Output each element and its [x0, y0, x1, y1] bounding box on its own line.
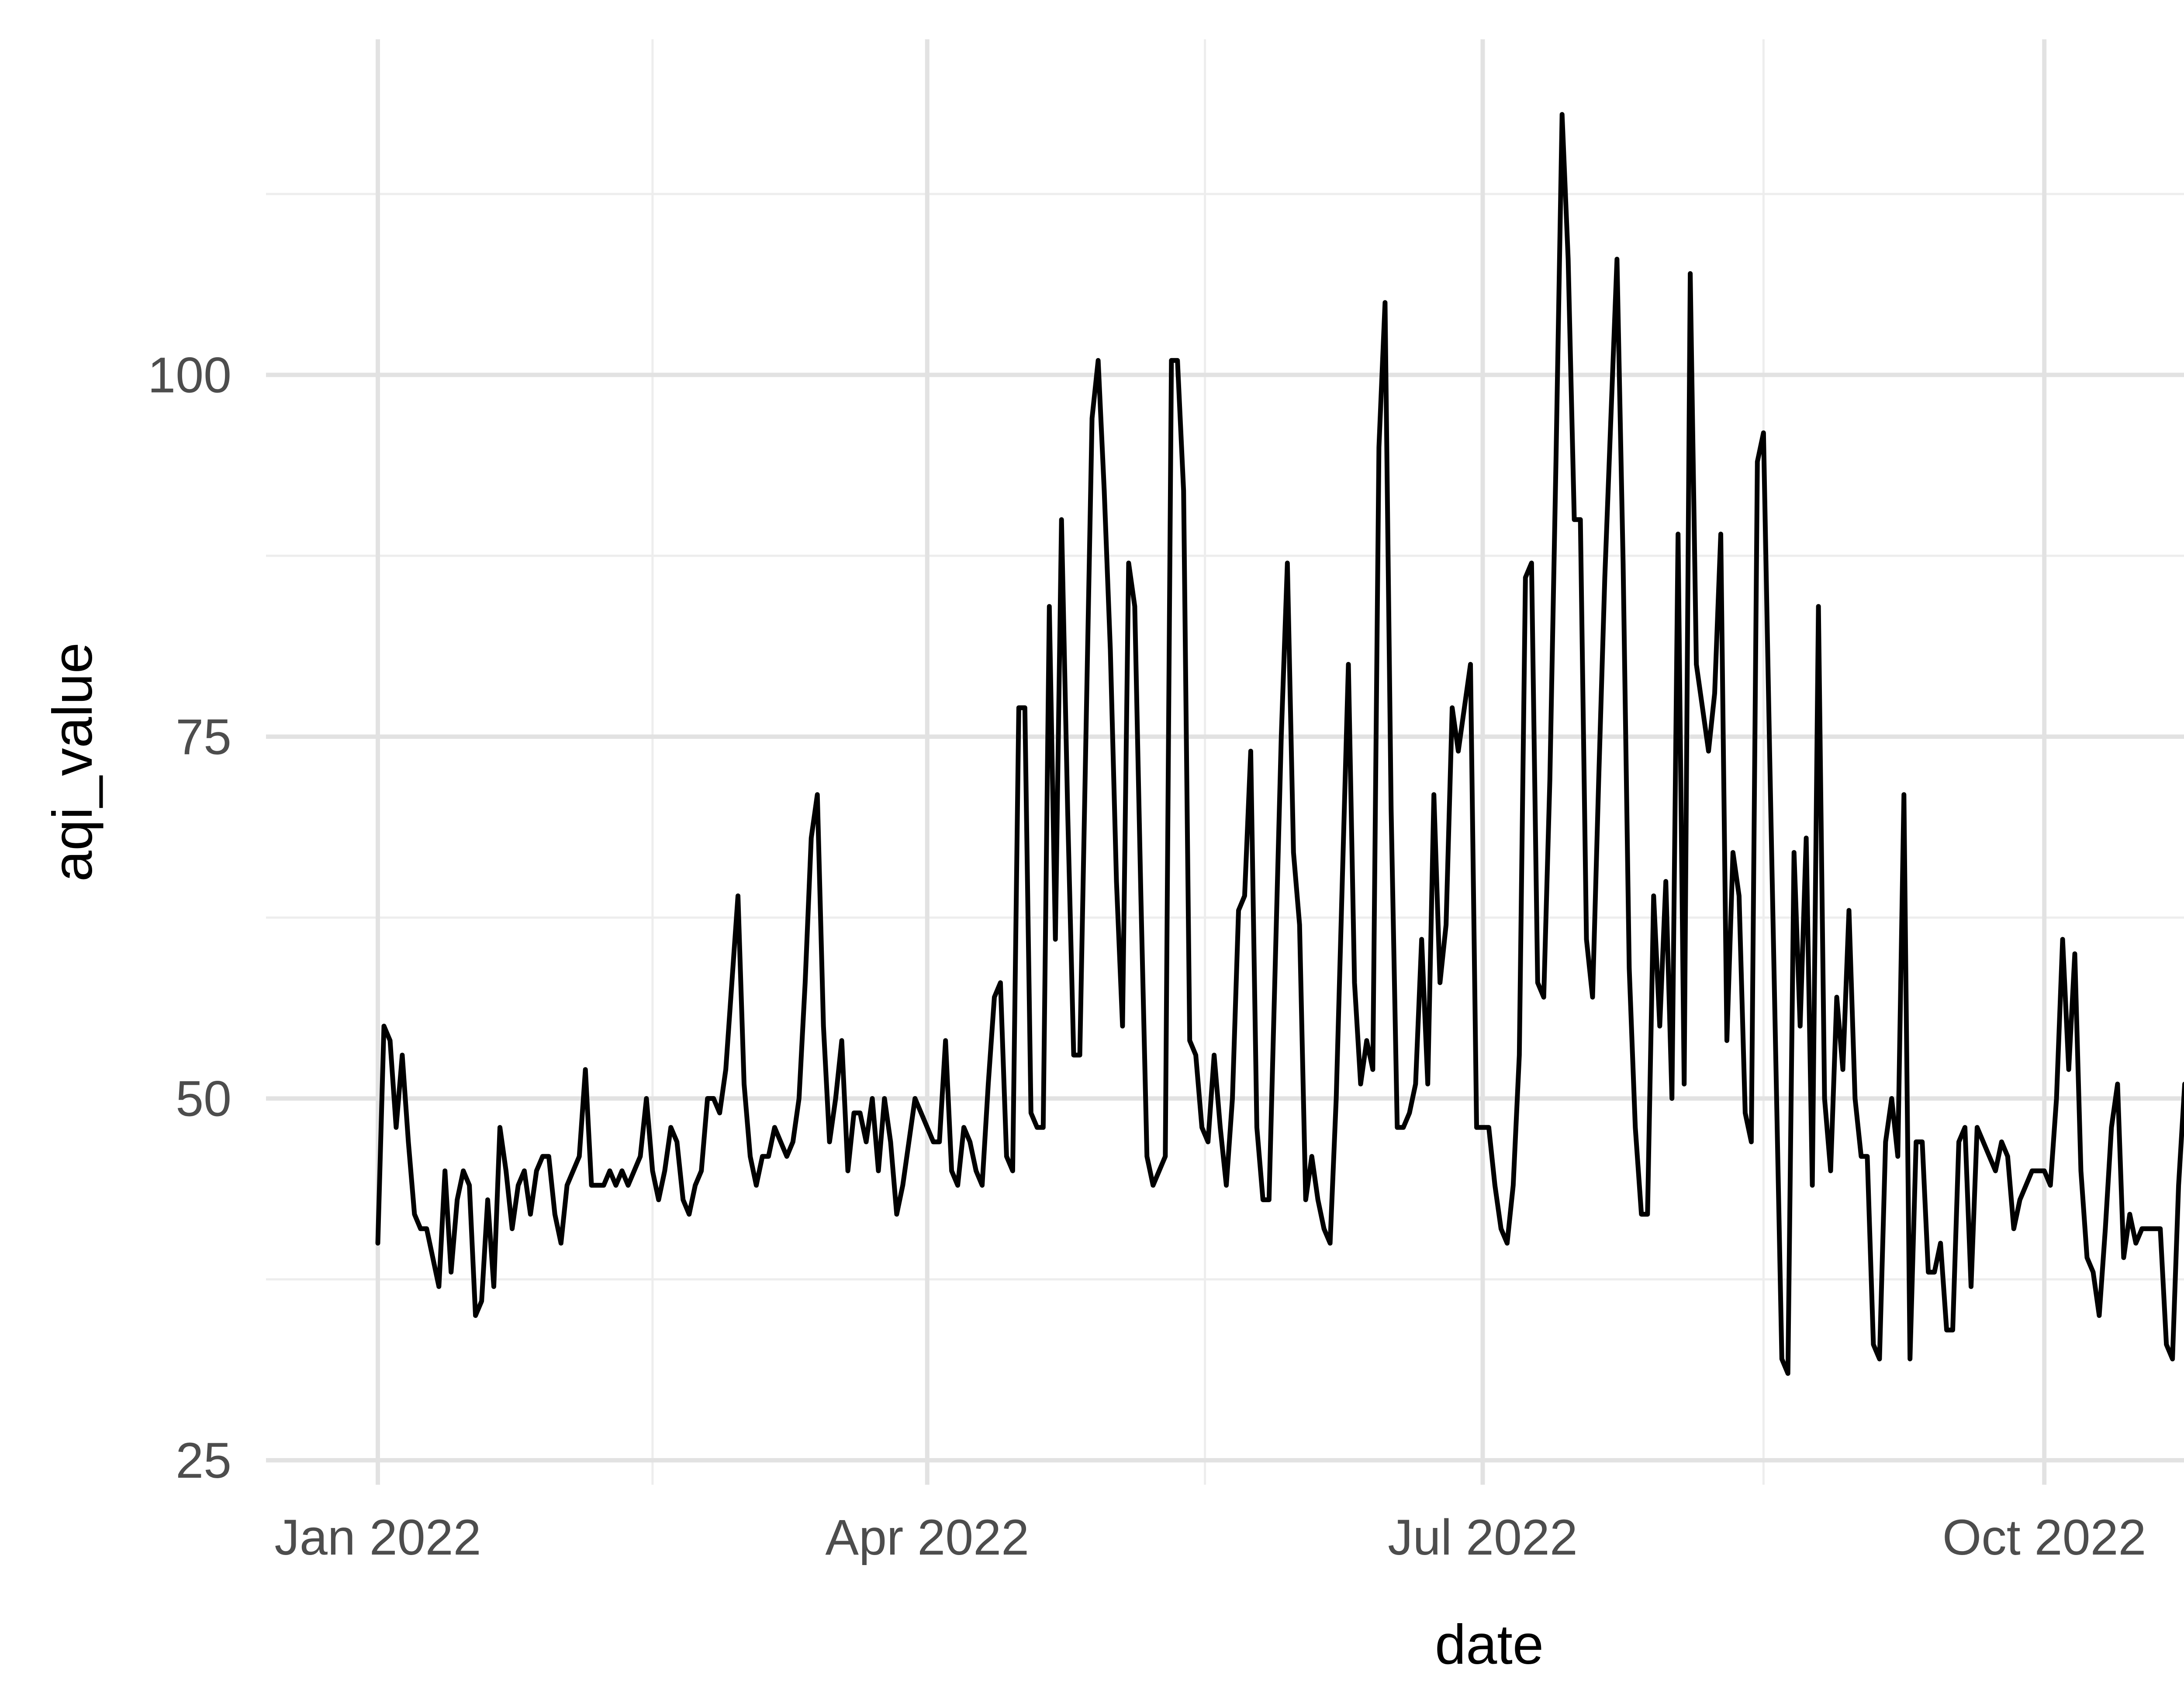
- y-axis-tick-labels: 25 50 75 100: [148, 348, 232, 1489]
- aqi-series-line: [375, 112, 2184, 1376]
- y-tick-label: 25: [176, 1433, 232, 1489]
- y-tick-label: 100: [148, 348, 232, 403]
- x-tick-label: Oct 2022: [1942, 1510, 2146, 1566]
- y-axis-title: aqi_value: [41, 642, 104, 882]
- gridlines-major: [266, 39, 2184, 1485]
- gridlines-minor: [266, 39, 2184, 1485]
- x-tick-label: Jan 2022: [274, 1510, 481, 1566]
- x-axis-title: date: [1435, 1614, 1544, 1676]
- y-tick-label: 75: [176, 709, 232, 765]
- x-tick-label: Apr 2022: [825, 1510, 1029, 1566]
- y-tick-label: 50: [176, 1071, 232, 1127]
- x-tick-label: Jul 2022: [1388, 1510, 1578, 1566]
